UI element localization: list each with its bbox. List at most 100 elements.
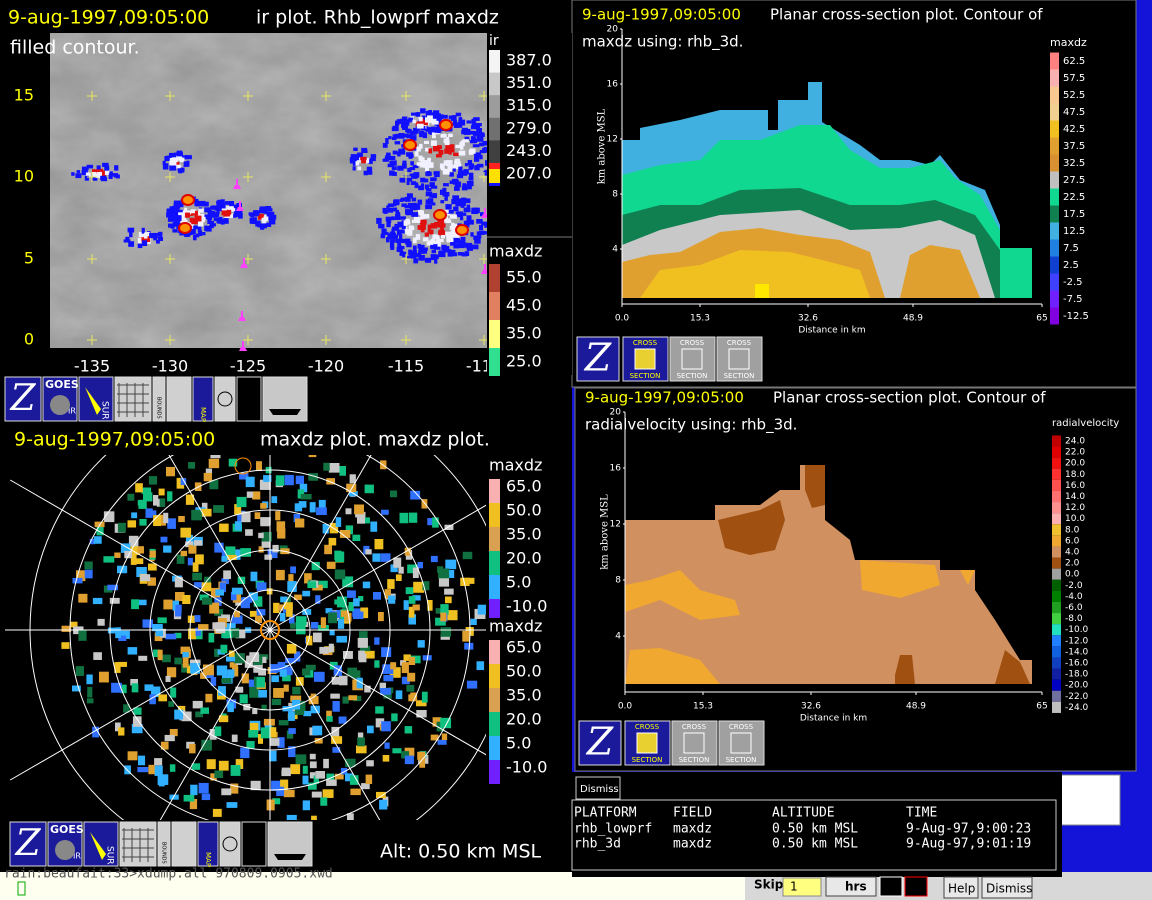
legend-swatch bbox=[1052, 468, 1061, 480]
echo-pixel bbox=[407, 230, 413, 236]
echo-pixel bbox=[357, 152, 363, 158]
dismiss-button[interactable] bbox=[575, 776, 621, 800]
echo-pixel bbox=[151, 686, 161, 697]
tool-button[interactable] bbox=[671, 720, 718, 766]
echo-pixel bbox=[348, 695, 358, 701]
skip-input[interactable] bbox=[782, 877, 822, 897]
x-tick-label: 0.0 bbox=[615, 314, 630, 324]
tool-button[interactable] bbox=[166, 376, 192, 422]
echo-pixel bbox=[418, 244, 425, 251]
tool-button[interactable] bbox=[192, 376, 214, 422]
echo-pixel bbox=[202, 232, 206, 236]
echo-pixel bbox=[397, 221, 403, 228]
echo-pixel bbox=[223, 218, 229, 223]
echo-pixel bbox=[349, 474, 356, 484]
echo-pixel bbox=[395, 133, 402, 139]
tool-button[interactable] bbox=[119, 821, 157, 867]
tool-button[interactable] bbox=[716, 336, 763, 382]
echo-pixel bbox=[352, 611, 364, 620]
echo-pixel bbox=[117, 661, 128, 667]
echo-pixel bbox=[401, 676, 410, 685]
echo-pixel bbox=[334, 599, 345, 605]
echo-pixel bbox=[358, 653, 367, 663]
echo-pixel bbox=[425, 128, 430, 132]
x-axis-label: Distance in km bbox=[798, 326, 865, 336]
tool-button[interactable] bbox=[9, 821, 47, 867]
echo-pixel bbox=[477, 604, 487, 615]
tool-button[interactable] bbox=[214, 376, 236, 422]
tool-button[interactable] bbox=[83, 821, 119, 867]
tool-button[interactable] bbox=[171, 821, 197, 867]
echo-pixel bbox=[401, 203, 407, 207]
tool-button[interactable] bbox=[78, 376, 114, 422]
echo-pixel bbox=[441, 234, 446, 239]
tool-button[interactable] bbox=[219, 821, 241, 867]
echo-pixel bbox=[454, 186, 460, 191]
nav-button[interactable] bbox=[904, 876, 928, 897]
echo-pixel bbox=[267, 549, 278, 559]
ship-icon bbox=[239, 341, 247, 351]
echo-pixel bbox=[127, 647, 138, 655]
echo-pixel bbox=[437, 739, 447, 745]
echo-pixel bbox=[413, 237, 417, 244]
echo-pixel bbox=[425, 166, 430, 172]
echo-pixel bbox=[138, 755, 146, 766]
echo-pixel bbox=[237, 510, 246, 522]
echo-pixel bbox=[172, 229, 178, 233]
echo-pixel bbox=[175, 216, 182, 221]
tool-button[interactable] bbox=[197, 821, 219, 867]
echo-pixel bbox=[195, 554, 204, 565]
nav-button[interactable] bbox=[879, 876, 903, 897]
echo-pixel bbox=[345, 508, 352, 515]
echo-pixel bbox=[104, 170, 110, 176]
tool-button[interactable] bbox=[4, 376, 42, 422]
ir-core bbox=[455, 224, 469, 236]
echo-pixel bbox=[391, 166, 397, 170]
echo-pixel bbox=[178, 516, 185, 523]
echo-pixel bbox=[451, 222, 455, 227]
legend-value: 5.0 bbox=[506, 734, 531, 753]
echo-pixel bbox=[207, 220, 215, 224]
echo-pixel bbox=[84, 175, 89, 181]
echo-pixel bbox=[232, 204, 237, 208]
tool-button[interactable] bbox=[718, 720, 765, 766]
echo-pixel bbox=[421, 183, 425, 187]
echo-pixel bbox=[452, 195, 460, 201]
x-tick-label: 48.9 bbox=[906, 702, 926, 712]
x-tick-label: 0.0 bbox=[618, 702, 633, 712]
tool-button[interactable] bbox=[578, 720, 622, 766]
echo-pixel bbox=[352, 534, 361, 542]
tool-button[interactable] bbox=[669, 336, 716, 382]
tool-button[interactable] bbox=[152, 376, 166, 422]
echo-pixel bbox=[397, 151, 401, 157]
ir-core bbox=[403, 139, 417, 151]
altitude-label: Alt: 0.50 km MSL bbox=[380, 841, 542, 863]
echo-pixel bbox=[326, 478, 336, 485]
echo-pixel bbox=[131, 599, 139, 610]
echo-pixel bbox=[275, 569, 285, 581]
echo-pixel bbox=[331, 726, 340, 738]
legend-value: -12.5 bbox=[1063, 311, 1089, 322]
echo-pixel bbox=[406, 193, 413, 199]
window-title: Planar cross-section plot. Contour of bbox=[770, 6, 1043, 24]
help-button[interactable] bbox=[943, 876, 979, 899]
echo-pixel bbox=[455, 211, 461, 217]
echo-pixel bbox=[404, 726, 413, 734]
tool-button[interactable] bbox=[576, 336, 620, 382]
button-label: CROSS bbox=[633, 339, 658, 347]
echo-pixel bbox=[136, 567, 147, 578]
echo-pixel bbox=[446, 219, 452, 223]
legend-swatch bbox=[1050, 137, 1059, 155]
hrs-button[interactable] bbox=[825, 876, 877, 897]
legend-value: 0.0 bbox=[1065, 570, 1080, 580]
echo-pixel bbox=[414, 182, 419, 186]
echo-pixel bbox=[192, 562, 199, 572]
dismiss-button[interactable] bbox=[981, 876, 1033, 899]
echo-pixel bbox=[165, 633, 177, 640]
tool-button[interactable] bbox=[241, 821, 267, 867]
echo-pixel bbox=[176, 554, 185, 564]
tool-button[interactable] bbox=[157, 821, 171, 867]
tool-button[interactable] bbox=[236, 376, 262, 422]
echo-pixel bbox=[405, 587, 414, 595]
tool-button[interactable] bbox=[114, 376, 152, 422]
